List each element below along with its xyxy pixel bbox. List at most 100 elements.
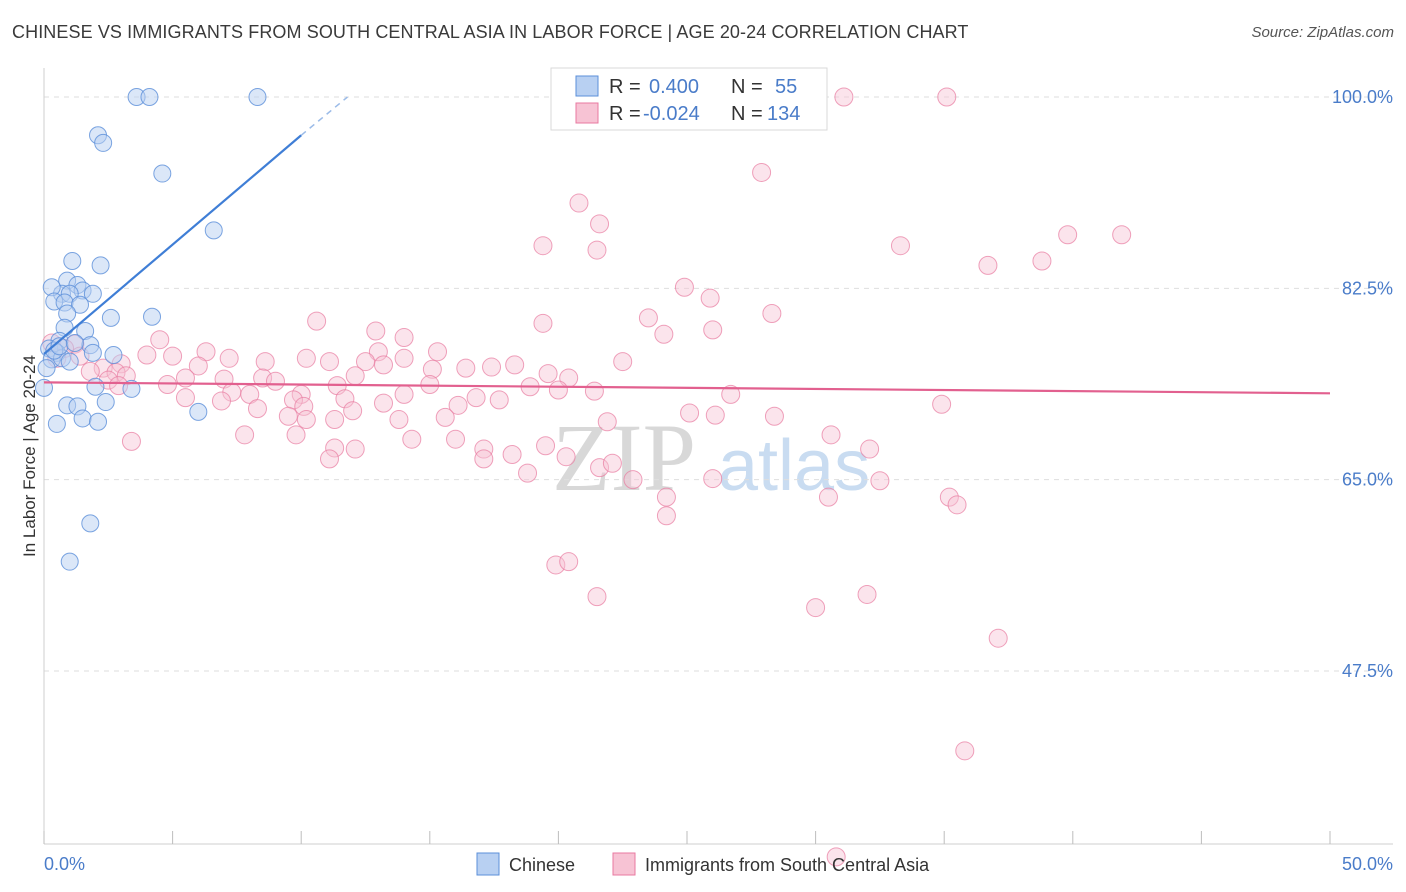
point-south-central-asia [587,240,607,260]
point-south-central-asia [121,431,141,451]
point-south-central-asia [806,598,826,618]
point-south-central-asia [602,453,622,473]
point-chinese [143,307,162,326]
point-chinese [71,295,90,314]
point-chinese [65,334,84,352]
point-south-central-asia [307,311,327,331]
point-south-central-asia [1112,225,1132,245]
point-south-central-asia [150,330,170,350]
point-south-central-asia [988,628,1008,648]
y-axis-title: In Labor Force | Age 20-24 [20,355,39,557]
point-chinese [81,514,100,533]
point-south-central-asia [623,470,643,490]
point-south-central-asia [978,255,998,275]
point-south-central-asia [752,162,772,182]
x-tick-label: 0.0% [44,854,85,874]
trend-line-south-central-asia [43,381,1331,395]
point-chinese [204,221,223,240]
point-south-central-asia [826,847,846,867]
point-south-central-asia [435,407,455,427]
point-south-central-asia [356,352,375,372]
point-south-central-asia [533,313,553,333]
point-south-central-asia [1058,225,1078,245]
chart-title: CHINESE VS IMMIGRANTS FROM SOUTH CENTRAL… [12,22,969,42]
point-south-central-asia [335,389,355,409]
y-tick-labels: 100.0% 82.5% 65.0% 47.5% [1332,87,1393,681]
point-south-central-asia [569,193,589,213]
trend-line-chinese [43,134,302,355]
legend-n-label-asia: N = [731,103,763,125]
point-south-central-asia [265,371,285,391]
point-chinese [91,256,110,275]
point-south-central-asia [518,463,538,483]
bottom-legend: Chinese Immigrants from South Central As… [476,852,930,876]
point-chinese [94,133,113,152]
point-south-central-asia [584,381,604,401]
trend-line-chinese-extension [300,96,348,136]
point-south-central-asia [587,587,607,607]
point-south-central-asia [556,447,576,467]
point-south-central-asia [374,355,394,375]
bottom-legend-swatch-chinese [476,852,500,876]
source-label: Source: ZipAtlas.com [1251,24,1394,41]
point-south-central-asia [538,364,558,384]
legend-r-value-asia: -0.024 [643,103,700,125]
point-south-central-asia [939,487,959,507]
point-south-central-asia [860,439,880,459]
point-south-central-asia [870,471,890,491]
point-south-central-asia [762,303,782,323]
point-south-central-asia [247,399,267,419]
point-south-central-asia [137,345,157,365]
point-south-central-asia [374,393,394,413]
bottom-legend-label-chinese: Chinese [509,855,575,875]
point-south-central-asia [163,346,183,366]
point-south-central-asia [80,361,100,381]
watermark-zip: ZIP [552,404,696,511]
point-south-central-asia [219,348,239,368]
point-south-central-asia [1032,251,1052,271]
point-south-central-asia [474,449,494,469]
point-south-central-asia [448,395,468,415]
point-south-central-asia [821,425,841,445]
point-south-central-asia [394,384,414,404]
point-south-central-asia [700,288,720,308]
point-south-central-asia [638,308,658,328]
point-south-central-asia [590,214,610,234]
legend-swatch-chinese [575,75,599,97]
point-south-central-asia [674,277,694,297]
watermark-atlas: atlas [718,426,870,506]
point-chinese [83,284,102,303]
x-tick-label: 50.0% [1342,854,1393,874]
point-south-central-asia [296,410,316,430]
y-tick-label: 47.5% [1342,661,1393,681]
point-chinese [101,308,120,327]
point-south-central-asia [482,357,502,377]
point-south-central-asia [590,458,610,478]
legend-n-label-chinese: N = [731,76,763,98]
point-chinese [83,343,102,362]
point-chinese [60,552,79,571]
point-south-central-asia [394,328,414,348]
point-chinese [248,88,267,106]
point-south-central-asia [559,552,579,572]
point-south-central-asia [834,87,854,107]
point-south-central-asia [394,348,414,368]
point-south-central-asia [188,356,208,376]
point-chinese [96,393,115,412]
point-chinese [122,379,141,398]
stats-legend: R = 0.400 N = 55 R = -0.024 N = 134 [550,67,828,131]
y-tick-label: 100.0% [1332,87,1393,107]
point-south-central-asia [278,406,298,426]
point-south-central-asia [937,87,957,107]
point-south-central-asia [857,584,877,604]
point-south-central-asia [680,403,700,423]
point-south-central-asia [428,342,448,362]
point-chinese [73,409,92,428]
point-south-central-asia [255,352,275,372]
point-south-central-asia [446,429,466,449]
x-tick-labels: 0.0% 50.0% [43,831,1393,874]
series-south-central-asia [42,87,1132,867]
point-south-central-asia [703,320,723,340]
legend-n-value-chinese: 55 [775,76,797,98]
point-south-central-asia [253,368,273,388]
